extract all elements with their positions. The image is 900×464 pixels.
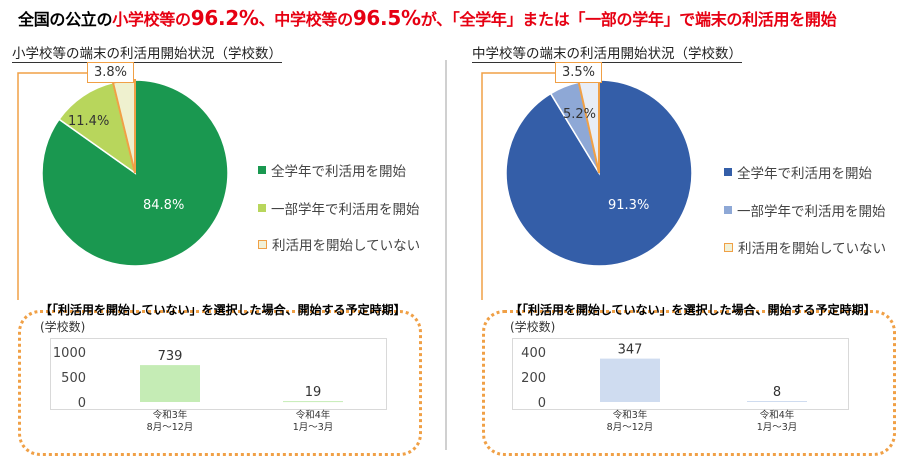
- section-divider: [445, 60, 447, 450]
- x-category-line: 8月～12月: [146, 422, 194, 433]
- elementary-section: 小学校等の端末の利活用開始状況（学校数） 3.8% 11.4% 84.8% 全学…: [0, 0, 440, 464]
- legend-label: 全学年で利活用を開始: [271, 164, 406, 180]
- x-category-label: 令和3年 8月～12月: [585, 410, 675, 434]
- juniorhigh-schedule-unit: (学校数): [510, 320, 556, 334]
- juniorhigh-bar-chart: 400 200 0 347 8: [521, 343, 807, 411]
- y-tick-label: 200: [521, 371, 546, 386]
- bar-reiwa3: [600, 358, 660, 402]
- legend-item-some-grades: 一部学年で利活用を開始: [724, 200, 886, 220]
- elementary-schedule-unit: (学校数): [40, 320, 86, 334]
- bar-value-label: 19: [305, 385, 322, 400]
- headline-part: 「全学年」または「一部の学年」で端末の利活用を開始: [451, 10, 837, 29]
- bar-reiwa4: [283, 401, 343, 403]
- legend-label: 一部学年で利活用を開始: [271, 202, 420, 218]
- bar-reiwa4: [747, 401, 807, 402]
- callout-leader-line: [17, 72, 88, 300]
- pie-slice-all-grades: [41, 79, 229, 267]
- legend-item-all-grades: 全学年で利活用を開始: [724, 162, 872, 182]
- y-tick-label: 500: [61, 371, 86, 386]
- headline-part: が、: [420, 10, 452, 29]
- pie-label-some-grades: 11.4%: [68, 114, 110, 129]
- legend-label: 利活用を開始していない: [272, 238, 421, 254]
- legend-item-not-started: 利活用を開始していない: [724, 237, 886, 257]
- y-tick-label: 0: [538, 396, 546, 411]
- juniorhigh-schedule-box: [482, 310, 896, 456]
- elementary-bar-frame: [50, 338, 387, 410]
- bar-value-label: 347: [618, 343, 643, 358]
- headline-juniorhigh-rate: 96.5%: [352, 6, 421, 30]
- x-category-line: 1月～3月: [292, 422, 334, 433]
- x-category-line: 令和4年: [759, 410, 795, 421]
- x-category-line: 令和3年: [612, 410, 648, 421]
- legend-label: 一部学年で利活用を開始: [737, 204, 886, 220]
- legend-swatch: [258, 239, 267, 249]
- juniorhigh-section: 中学校等の端末の利活用開始状況（学校数） 3.5% 5.2% 91.3% 全学年…: [460, 0, 900, 464]
- x-category-line: 令和3年: [152, 410, 188, 421]
- bar-value-label: 8: [773, 385, 781, 400]
- pie-label-some-grades: 5.2%: [563, 107, 597, 122]
- y-tick-label: 1000: [53, 346, 86, 361]
- juniorhigh-title: 中学校等の端末の利活用開始状況（学校数）: [472, 42, 742, 63]
- x-category-label: 令和3年 8月～12月: [125, 410, 215, 434]
- legend-label: 全学年で利活用を開始: [737, 166, 872, 182]
- headline-part: 小学校等の: [112, 10, 191, 29]
- headline-part: 、中学校等の: [258, 10, 354, 29]
- legend-label: 利活用を開始していない: [738, 241, 887, 257]
- legend-swatch: [258, 204, 266, 212]
- legend-swatch: [724, 242, 733, 252]
- legend-swatch: [724, 168, 732, 176]
- elementary-title: 小学校等の端末の利活用開始状況（学校数）: [12, 42, 282, 63]
- x-category-label: 令和4年 1月～3月: [732, 410, 822, 434]
- headline-elementary-rate: 96.2%: [190, 6, 259, 30]
- legend-item-some-grades: 一部学年で利活用を開始: [258, 198, 420, 218]
- legend-swatch: [724, 206, 732, 214]
- callout-leader-line: [481, 72, 556, 300]
- x-category-line: 8月～12月: [606, 422, 654, 433]
- juniorhigh-bar-frame: [512, 338, 849, 410]
- y-tick-label: 0: [78, 396, 86, 411]
- bar-value-label: 739: [158, 349, 183, 364]
- headline-part: 全国の公立の: [18, 10, 113, 29]
- pie-label-all-grades: 91.3%: [608, 198, 650, 213]
- elementary-pie-chart: [17, 72, 229, 300]
- y-tick-label: 400: [521, 346, 546, 361]
- legend-swatch: [258, 166, 266, 174]
- pie-label-not-started: 3.5%: [555, 62, 603, 83]
- juniorhigh-schedule-title: 【「利活用を開始していない」を選択した場合、開始する予定時期】: [510, 303, 876, 317]
- pie-label-all-grades: 84.8%: [143, 198, 185, 213]
- pie-label-not-started: 3.8%: [87, 62, 135, 83]
- legend-item-not-started: 利活用を開始していない: [258, 234, 420, 254]
- legend-item-all-grades: 全学年で利活用を開始: [258, 160, 406, 180]
- bar-reiwa3: [140, 365, 200, 402]
- elementary-schedule-title: 【「利活用を開始していない」を選択した場合、開始する予定時期】: [40, 303, 406, 317]
- x-category-label: 令和4年 1月～3月: [268, 410, 358, 434]
- elementary-bar-chart: 1000 500 0 739 19: [53, 346, 343, 411]
- x-category-line: 令和4年: [295, 410, 331, 421]
- elementary-schedule-box: [18, 310, 422, 456]
- page-headline: 全国の公立の小学校等の96.2%、中学校等の96.5%が、「全学年」または「一部…: [18, 6, 837, 30]
- juniorhigh-pie-chart: [481, 72, 693, 300]
- x-category-line: 1月～3月: [756, 422, 798, 433]
